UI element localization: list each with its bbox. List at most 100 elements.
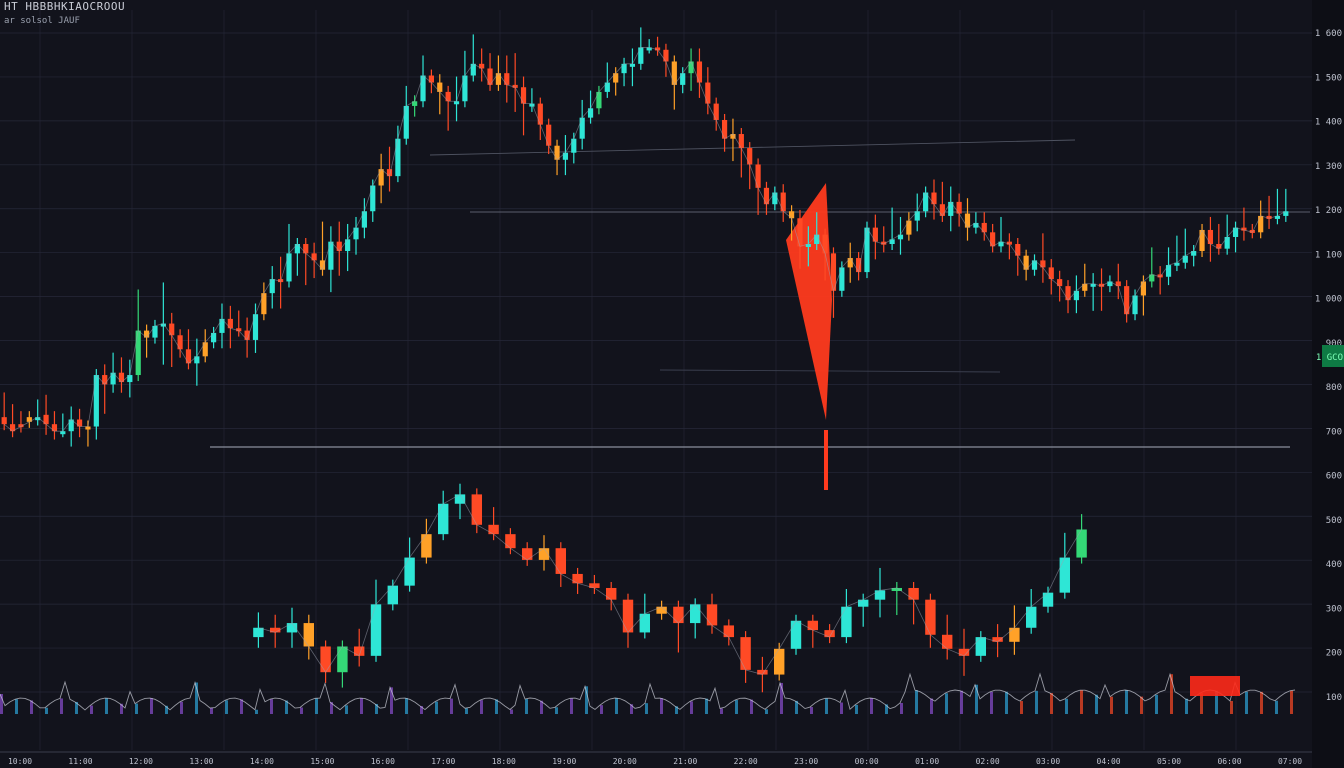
series-upper-candle[interactable] [956,201,962,214]
series-upper-candle[interactable] [663,49,669,62]
series-lower-candle[interactable] [958,648,970,656]
series-upper-candle[interactable] [303,244,309,254]
series-upper-candle[interactable] [864,227,870,273]
series-upper-candle[interactable] [1140,281,1147,296]
series-upper-candle[interactable] [797,218,803,247]
series-upper-candle[interactable] [1274,215,1281,219]
series-upper-candle[interactable] [286,253,292,282]
series-upper-candle[interactable] [261,293,267,315]
series-upper-candle[interactable] [1258,215,1264,233]
series-upper-candle[interactable] [680,73,686,85]
series-upper-candle[interactable] [1157,274,1163,278]
series-upper-candle[interactable] [445,91,451,102]
series-upper-candle[interactable] [1040,260,1046,268]
series-upper-candle[interactable] [386,169,393,177]
series-lower-candle[interactable] [891,587,903,591]
series-upper-candle[interactable] [671,61,677,85]
series-lower-candle[interactable] [790,620,802,649]
series-lower-candle[interactable] [706,604,718,626]
series-upper-candle[interactable] [998,241,1004,247]
series-lower-candle[interactable] [488,524,499,535]
series-upper-candle[interactable] [353,227,359,240]
series-upper-candle[interactable] [60,431,66,435]
series-upper-candle[interactable] [236,328,242,332]
series-upper-candle[interactable] [1191,251,1197,256]
series-upper-candle[interactable] [1182,255,1188,263]
series-upper-candle[interactable] [479,63,485,69]
series-upper-candle[interactable] [571,138,577,153]
series-upper-candle[interactable] [395,138,401,177]
series-upper-candle[interactable] [856,258,862,273]
series-upper-candle[interactable] [269,279,275,294]
series-upper-candle[interactable] [152,325,158,338]
series-lower-candle[interactable] [286,623,298,633]
series-upper-candle[interactable] [1107,281,1113,287]
series-upper-candle[interactable] [1241,227,1247,231]
series-lower-candle[interactable] [370,604,382,656]
series-upper-candle[interactable] [9,424,16,432]
series-upper-candle[interactable] [311,253,317,261]
series-lower-candle[interactable] [572,573,583,584]
series-lower-candle[interactable] [1025,606,1037,628]
series-upper-candle[interactable] [1165,265,1172,277]
series-lower-candle[interactable] [689,604,701,624]
series-lower-candle[interactable] [975,637,987,656]
series-upper-candle[interactable] [76,419,83,427]
series-upper-candle[interactable] [814,234,820,244]
series-upper-candle[interactable] [529,103,535,107]
series-upper-candle[interactable] [68,419,74,432]
series-lower-candle[interactable] [269,627,281,633]
series-upper-candle[interactable] [621,63,627,74]
series-upper-candle[interactable] [587,108,594,118]
series-upper-candle[interactable] [964,213,971,228]
series-upper-candle[interactable] [906,220,912,235]
series-upper-candle[interactable] [897,234,904,240]
series-upper-candle[interactable] [219,318,225,333]
series-lower-candle[interactable] [740,637,751,670]
series-upper-candle[interactable] [1115,281,1121,287]
series-lower-candle[interactable] [622,599,634,633]
series-upper-candle[interactable] [847,258,853,268]
series-lower-candle[interactable] [454,494,466,504]
series-upper-candle[interactable] [135,330,141,376]
series-upper-candle[interactable] [948,201,954,216]
series-lower-candle[interactable] [471,494,483,525]
series-lower-candle[interactable] [505,534,516,549]
series-upper-candle[interactable] [110,372,116,385]
series-lower-candle[interactable] [437,503,449,535]
series-lower-candle[interactable] [589,583,600,588]
series-lower-candle[interactable] [387,585,399,605]
series-upper-candle[interactable] [755,164,761,188]
series-upper-candle[interactable] [252,314,259,340]
series-lower-candle[interactable] [807,620,819,631]
series-upper-candle[interactable] [1065,286,1071,301]
series-upper-candle[interactable] [604,82,610,92]
series-upper-candle[interactable] [118,372,125,383]
series-upper-candle[interactable] [470,63,476,76]
series-upper-candle[interactable] [981,222,987,233]
series-upper-candle[interactable] [1216,244,1222,249]
series-upper-candle[interactable] [738,134,744,149]
series-upper-candle[interactable] [721,119,728,139]
series-upper-candle[interactable] [1149,274,1155,282]
series-lower-candle[interactable] [303,623,315,647]
series-upper-candle[interactable] [43,414,49,425]
series-upper-candle[interactable] [562,152,569,160]
series-upper-candle[interactable] [453,101,460,105]
series-upper-candle[interactable] [194,356,200,364]
series-upper-candle[interactable] [1232,227,1239,237]
series-upper-candle[interactable] [713,103,719,120]
series-upper-candle[interactable] [1082,283,1088,291]
series-upper-candle[interactable] [763,187,770,205]
series-upper-candle[interactable] [889,239,895,244]
series-upper-candle[interactable] [1098,283,1105,287]
series-upper-candle[interactable] [788,211,795,219]
series-upper-candle[interactable] [35,417,41,421]
series-upper-candle[interactable] [202,342,208,357]
series-upper-candle[interactable] [1266,215,1272,219]
series-upper-candle[interactable] [412,101,418,106]
series-upper-candle[interactable] [830,253,837,291]
series-upper-candle[interactable] [931,192,937,205]
series-lower-candle[interactable] [723,625,735,638]
